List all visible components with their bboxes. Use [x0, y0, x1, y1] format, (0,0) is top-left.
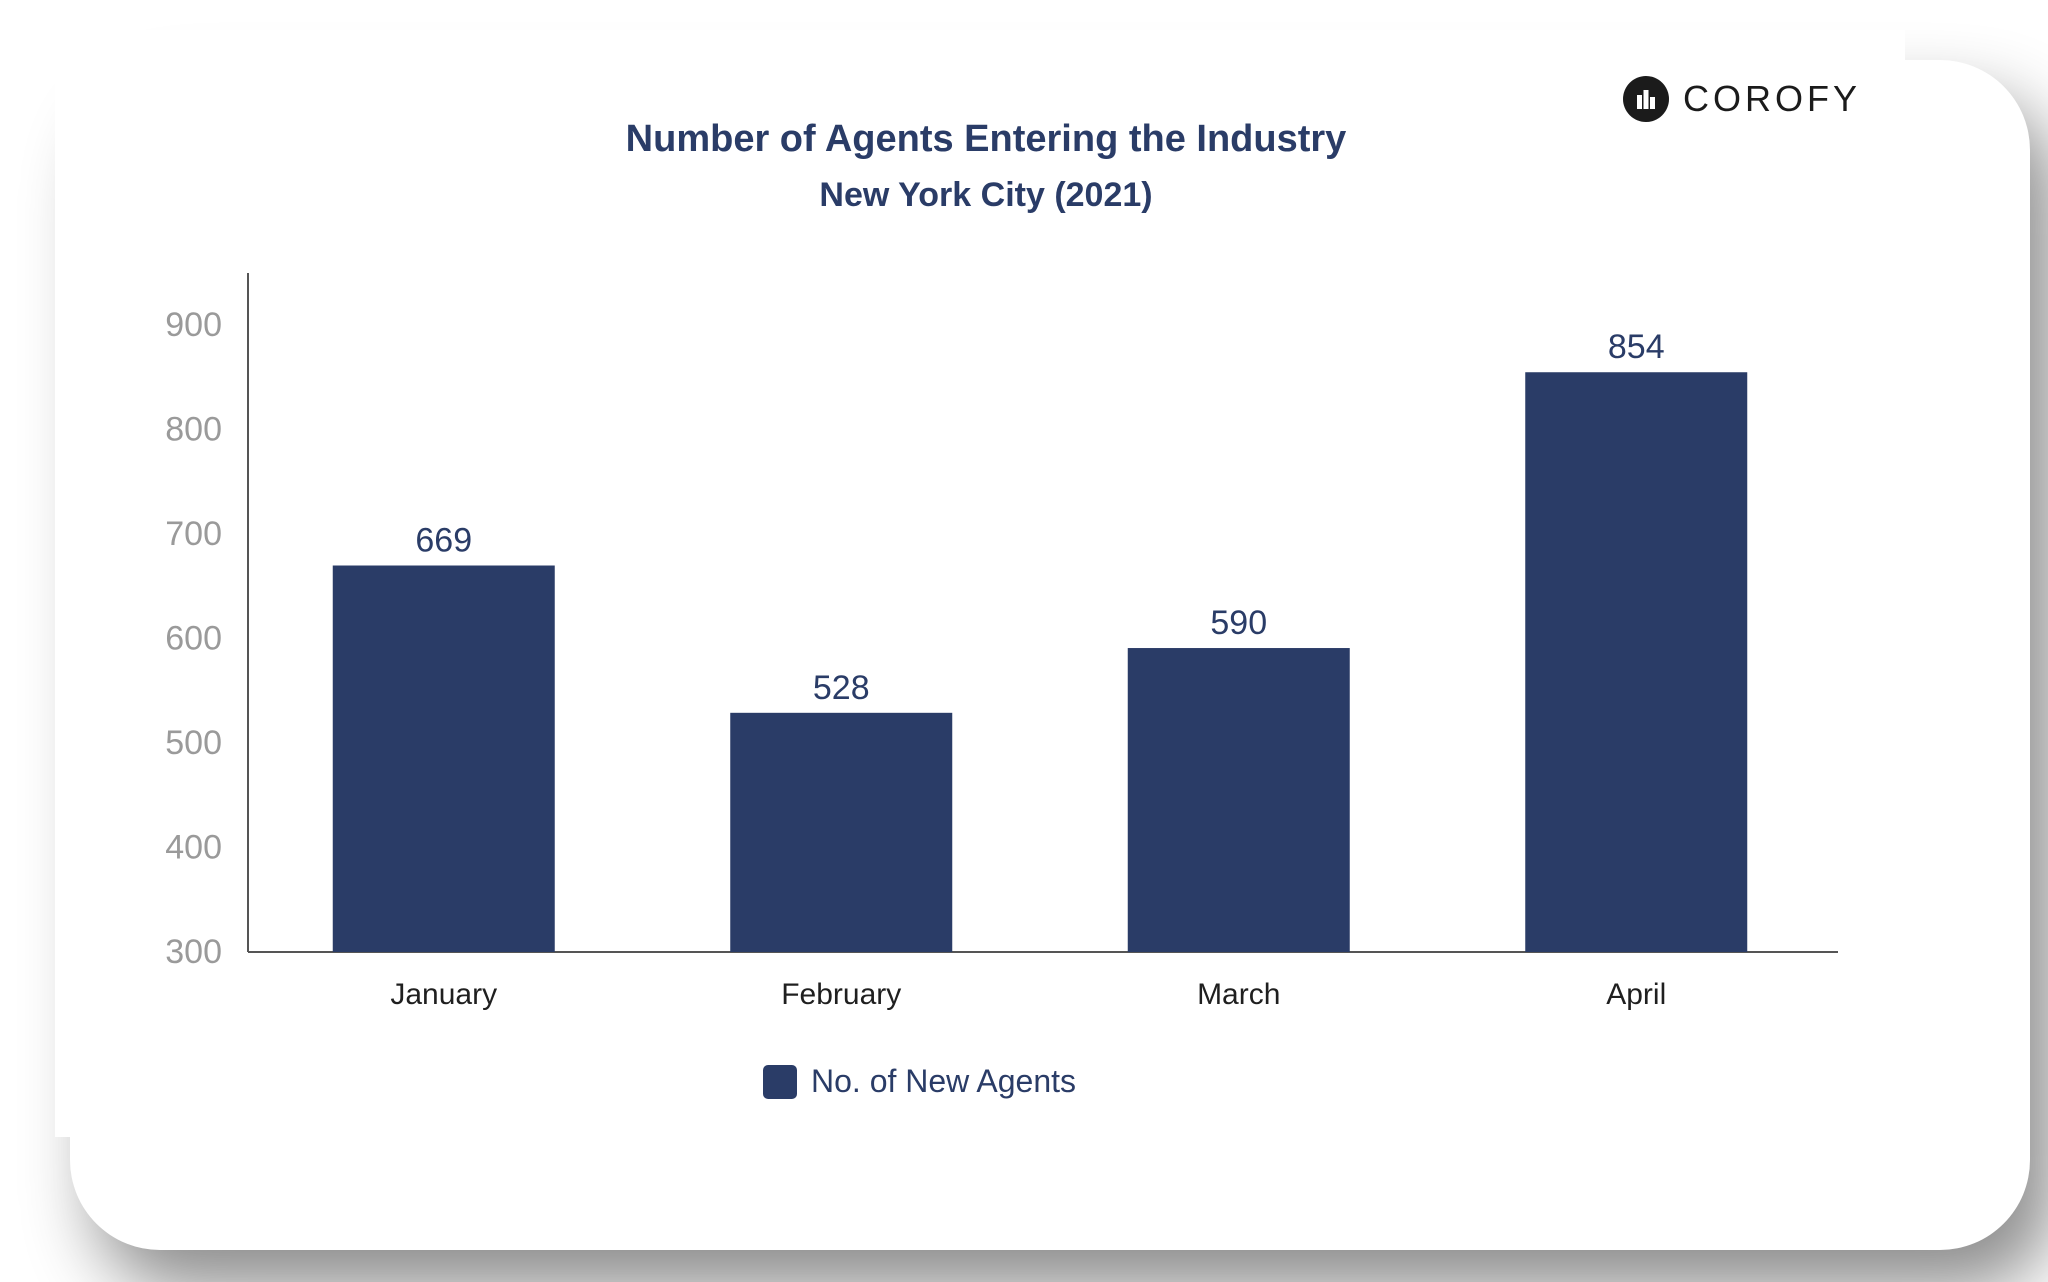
data-label: 590	[1210, 604, 1267, 642]
y-tick-label: 900	[165, 306, 222, 344]
logo-text: COROFY	[1683, 78, 1862, 119]
chart-subtitle: New York City (2021)	[819, 176, 1153, 214]
y-tick-label: 300	[165, 933, 222, 971]
y-tick-label: 600	[165, 620, 222, 658]
x-tick-label: March	[1197, 978, 1280, 1011]
bar-february	[730, 712, 953, 952]
x-tick-label: January	[390, 978, 497, 1011]
y-tick-label: 800	[165, 411, 222, 449]
y-tick-label: 500	[165, 724, 222, 762]
chart-title: Number of Agents Entering the Industry	[625, 118, 1347, 160]
data-label: 854	[1608, 328, 1665, 366]
corofy-logo: COROFY	[1623, 75, 1861, 123]
data-label: 669	[415, 522, 472, 560]
bar-january	[332, 565, 555, 952]
x-tick-label: April	[1606, 978, 1666, 1011]
bar-april	[1525, 372, 1748, 952]
y-tick-label: 700	[165, 515, 222, 553]
y-tick-label: 400	[165, 829, 222, 867]
bar-march	[1127, 648, 1350, 952]
chart-legend: No. of New Agents	[763, 1063, 1076, 1100]
building-icon	[1623, 76, 1669, 122]
legend-label: No. of New Agents	[811, 1063, 1077, 1099]
legend-swatch	[763, 1064, 797, 1099]
x-tick-label: February	[781, 978, 901, 1011]
data-label: 528	[813, 669, 870, 707]
